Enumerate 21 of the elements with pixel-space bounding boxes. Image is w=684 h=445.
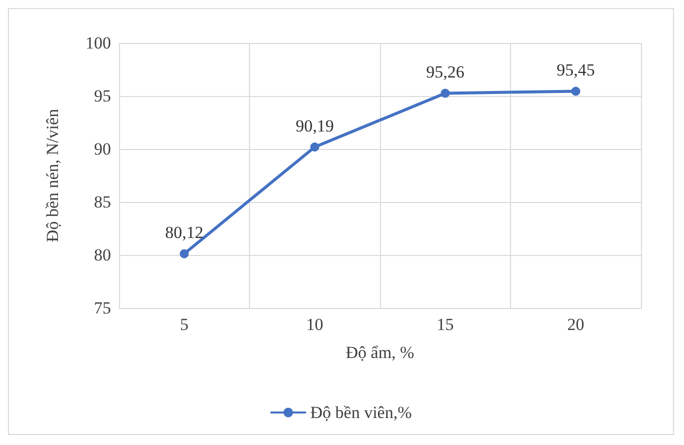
data-label: 80,12 — [165, 223, 204, 242]
y-axis-title: Độ bền nén, N/viên — [43, 108, 62, 242]
x-axis-title: Độ ẩm, % — [346, 343, 414, 362]
x-tick-label: 15 — [436, 315, 454, 334]
point — [310, 142, 320, 152]
point — [571, 86, 580, 96]
legend-label: Độ bền viên,% — [310, 403, 412, 422]
data-label: 95,26 — [426, 62, 464, 82]
y-tick-label: 85 — [94, 192, 111, 212]
x-tick-label: 20 — [567, 315, 584, 334]
y-tick-label: 95 — [94, 86, 111, 106]
data-label: 95,45 — [556, 60, 595, 80]
y-tick-label: 100 — [86, 34, 111, 52]
y-tick-label: 75 — [94, 298, 111, 318]
point — [440, 88, 450, 98]
x-tick-label: 10 — [306, 315, 324, 334]
point — [180, 249, 189, 258]
data-label: 90,19 — [296, 116, 334, 136]
x-tick-label: 5 — [180, 315, 188, 334]
y-tick-label: 90 — [94, 140, 111, 158]
y-tick-label: 80 — [94, 246, 111, 264]
